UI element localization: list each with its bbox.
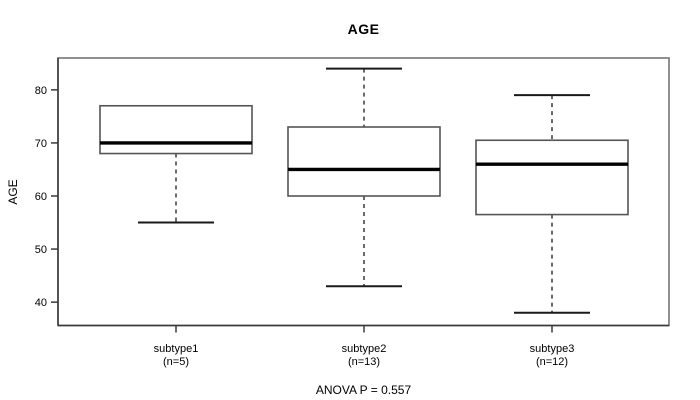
- group-label: subtype3: [530, 343, 575, 355]
- iqr-box: [475, 139, 629, 216]
- anova-p-value-text: ANOVA P = 0.557: [315, 383, 412, 397]
- iqr-box: [99, 104, 253, 155]
- group-count-label: (n=13): [348, 356, 380, 368]
- chart-title: AGE: [347, 21, 380, 37]
- group-count-label: (n=12): [536, 356, 568, 368]
- iqr-box: [287, 126, 441, 197]
- y-tick-label: 70: [35, 138, 47, 150]
- group-label: subtype1: [154, 343, 199, 355]
- group-count-label: (n=5): [163, 356, 189, 368]
- y-tick-label: 80: [35, 85, 47, 97]
- group-label: subtype2: [342, 343, 387, 355]
- y-tick-label: 40: [35, 297, 47, 309]
- y-tick-label: 60: [35, 191, 47, 203]
- y-tick-label: 50: [35, 244, 47, 256]
